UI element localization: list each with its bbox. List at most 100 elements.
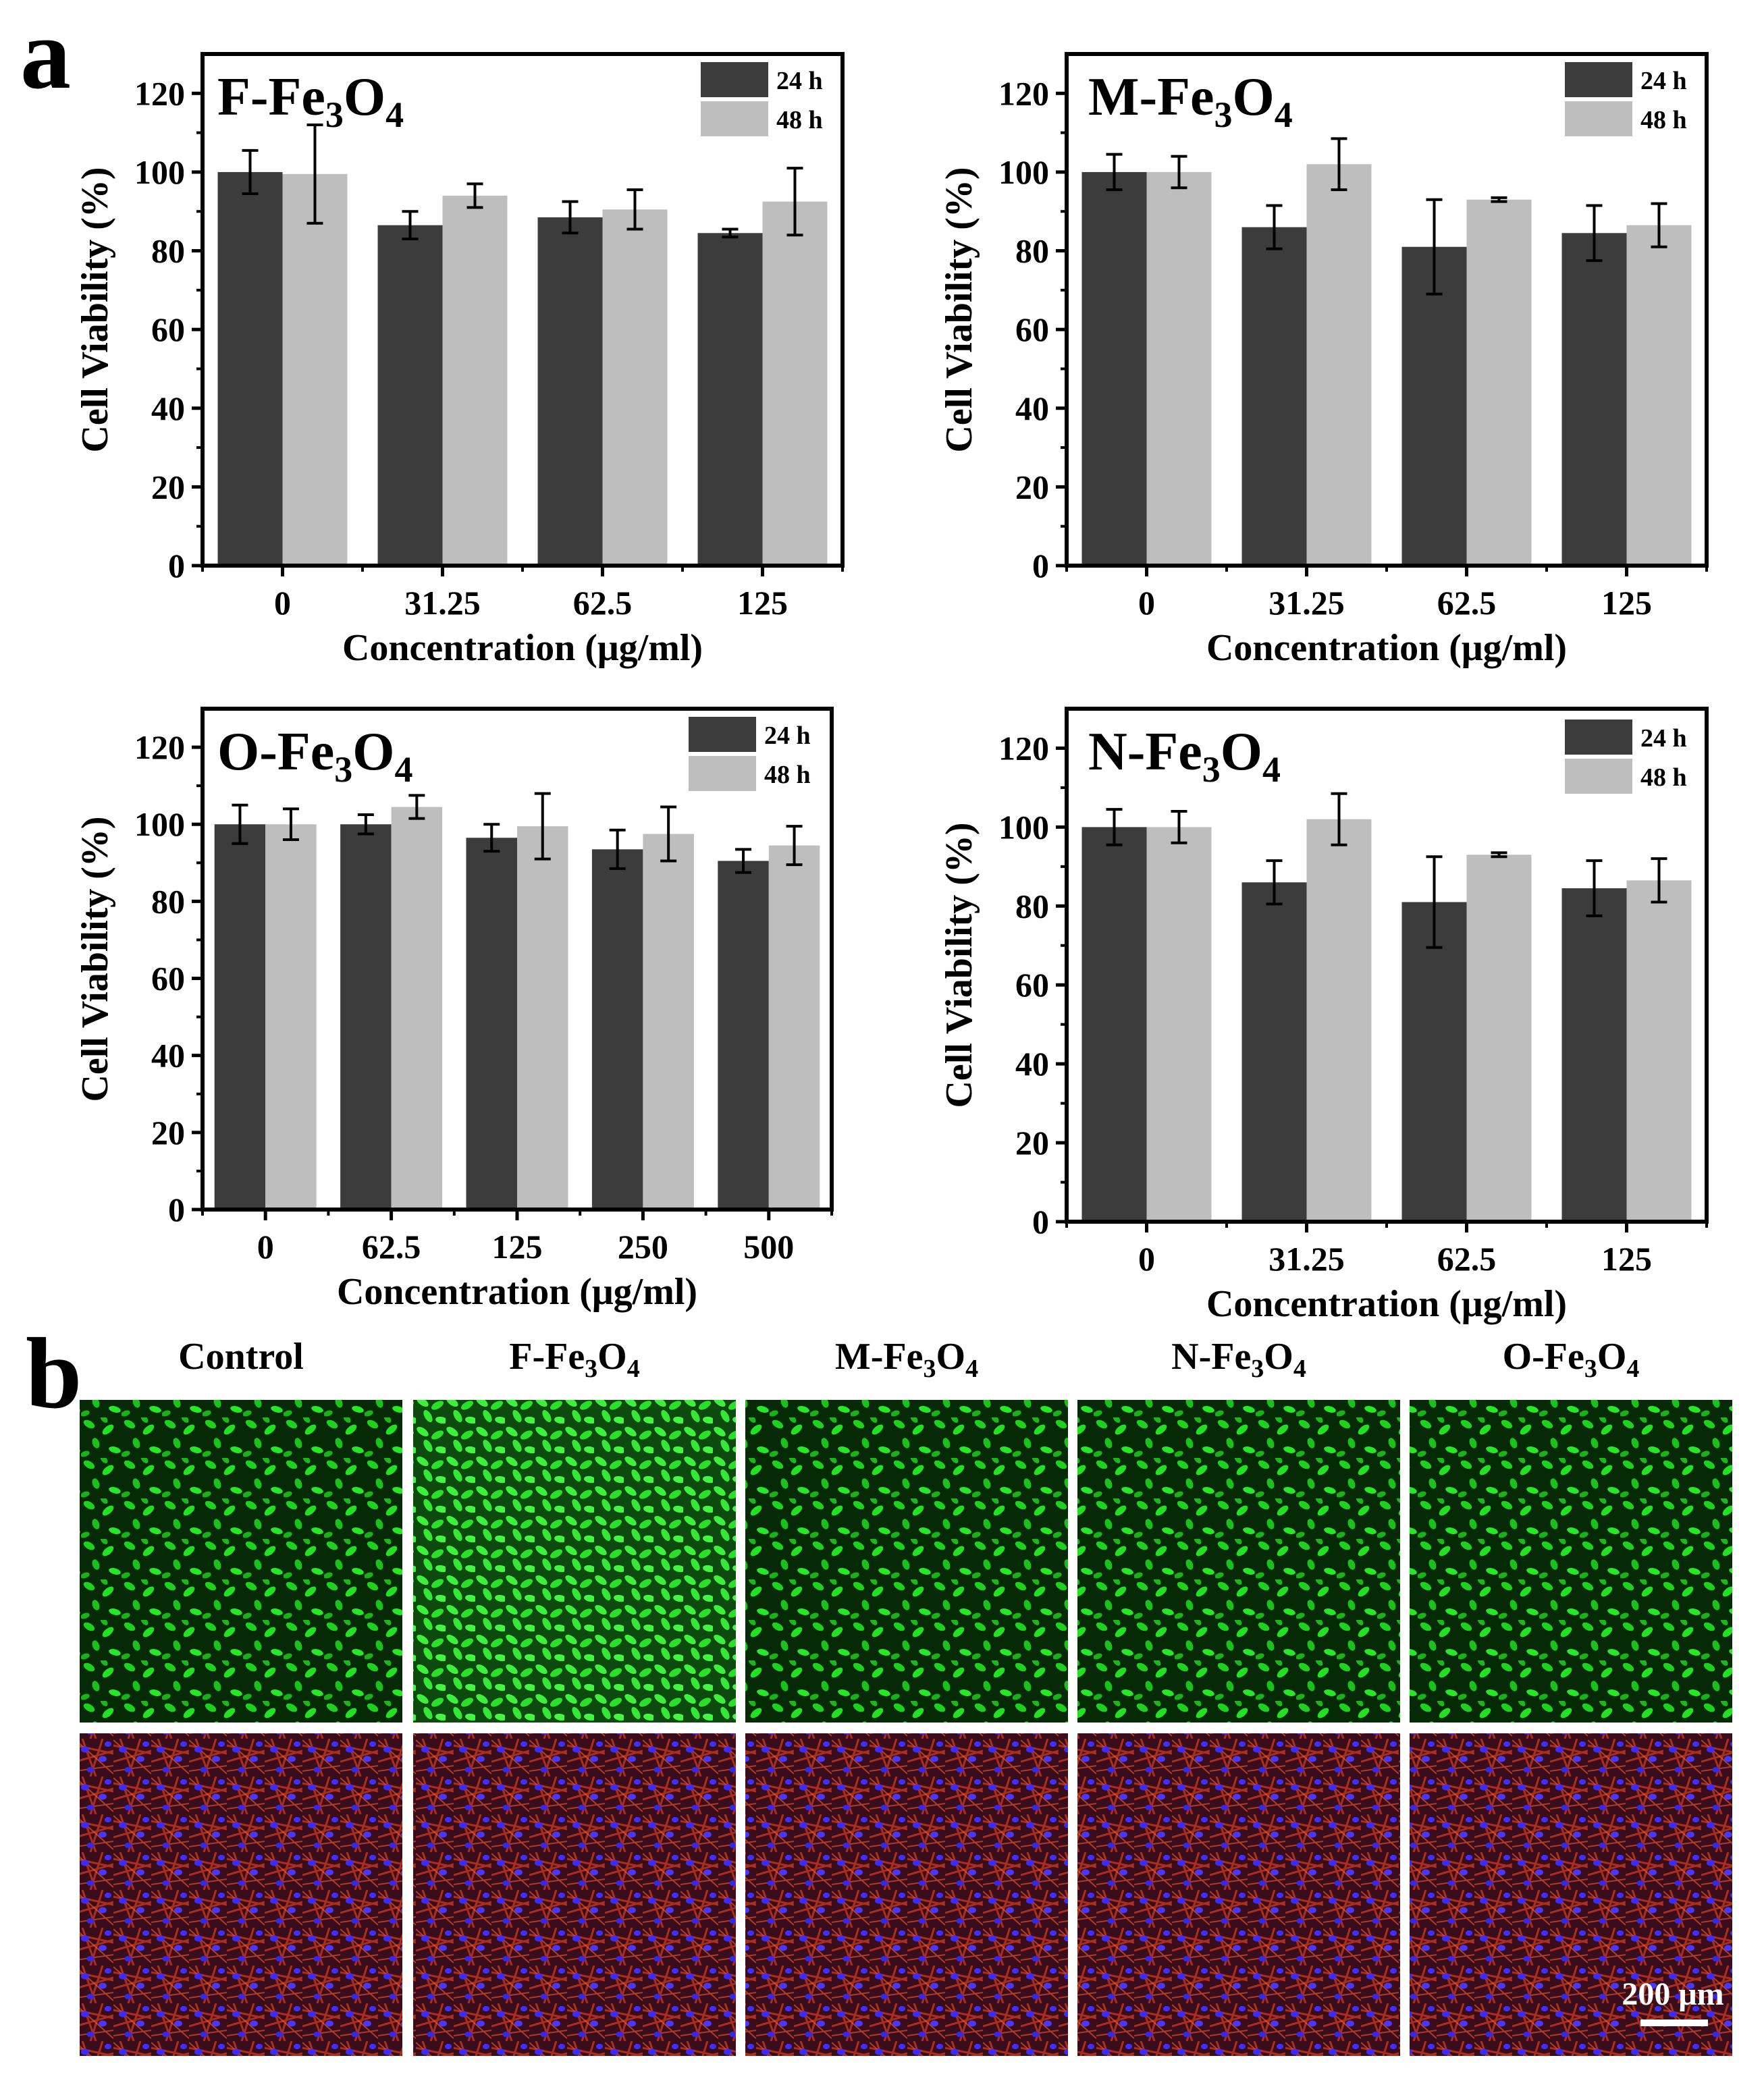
bar-48h-62.5 bbox=[391, 807, 443, 1210]
legend-swatch bbox=[689, 756, 756, 791]
column-label: F-Fe3O4 bbox=[509, 1336, 639, 1383]
chart-title-main: N-Fe bbox=[1088, 722, 1202, 782]
y-axis-title: Cell Viability (%) bbox=[74, 167, 116, 452]
error-bar bbox=[1651, 857, 1667, 904]
error-bar bbox=[1171, 155, 1187, 190]
bar-24h-62.5 bbox=[537, 217, 603, 566]
bar-24h-62.5 bbox=[340, 824, 392, 1210]
error-bar bbox=[735, 848, 752, 874]
chart-f-fe3o4: 0 20 40 60 80 100 120 0 31.25 62.5 125 Concentratio… bbox=[74, 52, 845, 669]
cytoskeleton-micrograph bbox=[745, 1733, 1068, 2056]
column-label-sub: 3 bbox=[585, 1355, 597, 1383]
chart-title-mid: O bbox=[344, 67, 385, 127]
bar-24h-62.5 bbox=[1401, 902, 1467, 1222]
x-tick-label: 62.5 bbox=[1437, 1240, 1497, 1278]
bar-24h-250 bbox=[591, 849, 643, 1210]
column-label-sub: 3 bbox=[1251, 1355, 1264, 1383]
bar-24h-125 bbox=[1561, 233, 1627, 566]
bar-48h-125 bbox=[1626, 225, 1692, 566]
chart-n-fe3o4: 0 20 40 60 80 100 120 0 31.25 62.5 125 Concentratio… bbox=[938, 707, 1709, 1325]
chart-title-sub: 4 bbox=[1275, 94, 1293, 135]
legend-swatch bbox=[1565, 101, 1632, 136]
column-label-mid: O bbox=[597, 1336, 627, 1378]
error-bar bbox=[1586, 204, 1603, 263]
y-tick-label: 60 bbox=[151, 960, 185, 998]
bar-24h-62.5 bbox=[1401, 246, 1467, 566]
legend-label: 48 h bbox=[1640, 763, 1687, 792]
legend-swatch bbox=[1565, 720, 1632, 755]
chart-o-fe3o4: 0 20 40 60 80 100 120 0 62.5 125 250 500 Concentrati… bbox=[74, 707, 834, 1313]
y-tick-label: 60 bbox=[151, 310, 185, 348]
scale-bar bbox=[1640, 2020, 1708, 2026]
legend: 24 h 48 h bbox=[1565, 62, 1687, 136]
x-tick-label: 125 bbox=[1601, 584, 1652, 622]
live-dead-micrograph bbox=[413, 1400, 736, 1723]
column-label: N-Fe3O4 bbox=[1171, 1336, 1306, 1383]
error-bar bbox=[282, 807, 299, 842]
column-label: Control bbox=[178, 1336, 304, 1378]
y-tick-label: 0 bbox=[1032, 547, 1049, 585]
legend-label: 24 h bbox=[1640, 724, 1687, 753]
bar-24h-125 bbox=[466, 838, 517, 1210]
y-tick-label: 0 bbox=[168, 1191, 185, 1228]
error-bar bbox=[1266, 204, 1283, 250]
y-tick-label: 100 bbox=[134, 805, 185, 843]
x-tick-label: 0 bbox=[274, 584, 291, 622]
bar-24h-0 bbox=[214, 824, 266, 1210]
bar-48h-0 bbox=[1146, 827, 1212, 1222]
bar-48h-31.25 bbox=[1306, 164, 1372, 566]
y-axis-title: Cell Viability (%) bbox=[74, 816, 116, 1102]
error-bar bbox=[483, 823, 500, 853]
error-bar bbox=[357, 813, 374, 836]
x-tick-label: 62.5 bbox=[1437, 584, 1497, 622]
y-tick-label: 100 bbox=[134, 153, 185, 191]
y-tick-label: 20 bbox=[1015, 468, 1049, 506]
bar-48h-250 bbox=[643, 834, 694, 1210]
live-dead-micrograph bbox=[80, 1400, 402, 1723]
x-axis-title: Concentration (μg/ml) bbox=[337, 1271, 697, 1313]
x-tick-label: 31.25 bbox=[1268, 584, 1345, 622]
bar-24h-31.25 bbox=[1241, 227, 1307, 566]
chart-title-mid: O bbox=[1221, 722, 1262, 782]
error-bar bbox=[1106, 808, 1123, 846]
bar-24h-0 bbox=[1081, 171, 1147, 566]
x-tick-label: 31.25 bbox=[1268, 1240, 1345, 1278]
column-label: O-Fe3O4 bbox=[1503, 1336, 1640, 1383]
legend-label: 24 h bbox=[776, 67, 823, 95]
error-bar bbox=[1491, 196, 1507, 203]
x-tick-label: 250 bbox=[618, 1228, 668, 1266]
panel-b-label: b bbox=[26, 1318, 82, 1430]
chart-title-main: M-Fe bbox=[1088, 67, 1214, 127]
error-bar bbox=[1426, 198, 1443, 296]
error-bar bbox=[1331, 792, 1347, 846]
chart-title: F-Fe3O4 bbox=[217, 67, 404, 135]
column-label-sub: 3 bbox=[1584, 1355, 1597, 1383]
y-tick-label: 40 bbox=[151, 1037, 185, 1075]
error-bar bbox=[1106, 153, 1123, 192]
bar-48h-62.5 bbox=[1466, 855, 1532, 1222]
y-tick-label: 40 bbox=[151, 389, 185, 427]
bar-24h-31.25 bbox=[377, 225, 443, 566]
y-tick-label: 80 bbox=[1015, 232, 1049, 270]
legend-label: 24 h bbox=[1640, 67, 1687, 95]
y-axis-title: Cell Viability (%) bbox=[938, 822, 980, 1108]
column-label-sub: 4 bbox=[627, 1355, 640, 1383]
live-dead-micrograph bbox=[1077, 1400, 1400, 1723]
error-bar bbox=[402, 210, 419, 241]
bar-48h-31.25 bbox=[442, 195, 508, 566]
error-bar bbox=[786, 825, 803, 867]
y-tick-label: 0 bbox=[168, 547, 185, 585]
error-bar bbox=[1426, 855, 1443, 949]
y-tick-label: 100 bbox=[998, 808, 1049, 846]
column-label-main: F-Fe bbox=[509, 1336, 585, 1378]
error-bar bbox=[534, 792, 551, 861]
bar-48h-0 bbox=[1146, 171, 1212, 566]
legend-label: 24 h bbox=[764, 722, 811, 750]
y-tick-label: 40 bbox=[1015, 1045, 1049, 1083]
column-label-mid: O bbox=[936, 1336, 966, 1378]
chart-title-sub: 3 bbox=[334, 749, 352, 790]
legend: 24 h 48 h bbox=[1565, 720, 1687, 794]
bar-48h-125 bbox=[762, 201, 828, 566]
